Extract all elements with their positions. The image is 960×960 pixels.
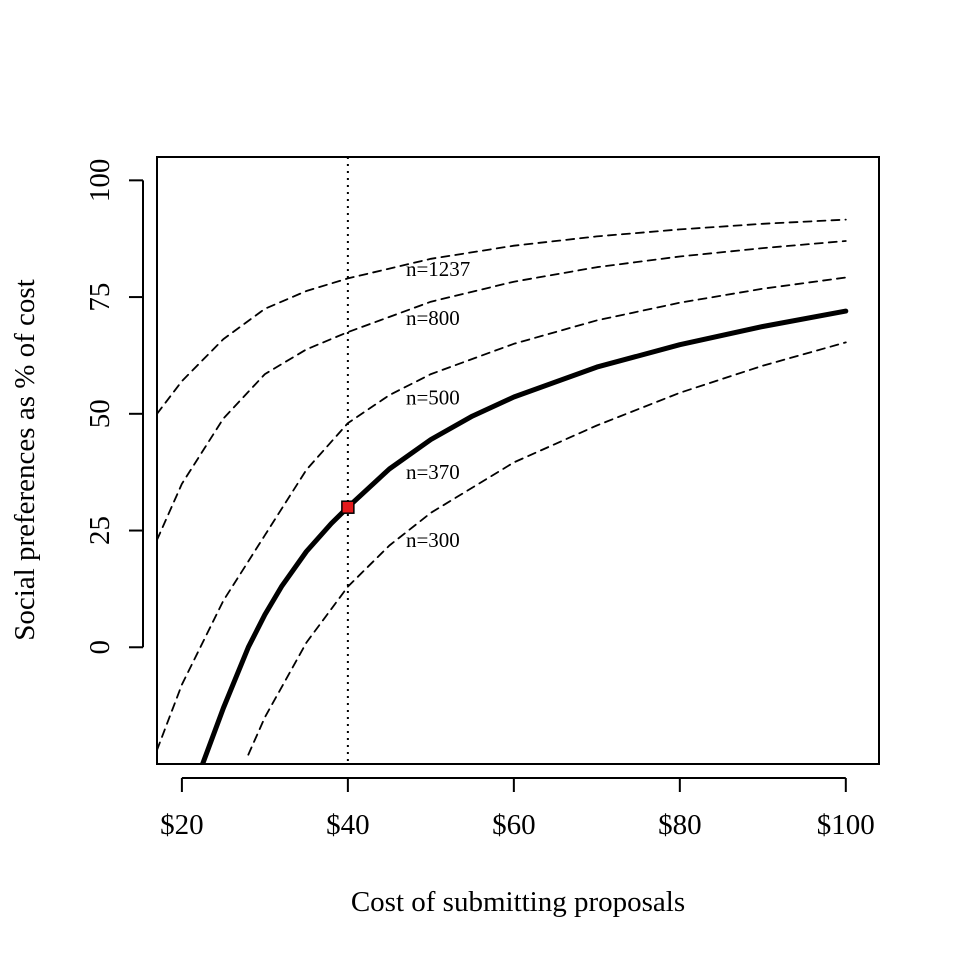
x-tick-label: $100: [817, 809, 875, 841]
x-tick-label: $20: [160, 809, 204, 841]
series-line-n1237: [157, 218, 847, 415]
series-label: n=500: [406, 385, 460, 409]
y-tick-label: 75: [84, 283, 116, 312]
y-tick-label: 100: [84, 159, 116, 203]
series-line-n800: [157, 240, 847, 541]
x-axis-title: Cost of submitting proposals: [351, 886, 685, 918]
y-tick-label: 25: [84, 516, 116, 545]
series-label: n=800: [406, 306, 460, 330]
series-line-n370: [200, 308, 849, 764]
highlight-point-marker: [341, 500, 355, 514]
x-tick-label: $60: [492, 809, 536, 841]
y-axis: 0 25 50 75 100: [84, 159, 144, 655]
x-tick-label: $80: [658, 809, 702, 841]
series-label-layer: n=1237 n=800 n=500 n=370 n=300: [406, 257, 470, 552]
series-label: n=1237: [406, 257, 470, 281]
y-axis-title: Social preferences as % of cost: [9, 279, 41, 641]
series-line-n300: [247, 341, 847, 756]
series-label: n=370: [406, 460, 460, 484]
series-label: n=300: [406, 528, 460, 552]
series-layer: [157, 157, 849, 764]
y-tick-label: 0: [84, 640, 116, 655]
y-tick-label: 50: [84, 399, 116, 428]
plot-frame: [156, 156, 880, 765]
series-line-n500: [157, 276, 847, 751]
x-axis: $20 $40 $60 $80 $100: [160, 777, 875, 841]
x-tick-label: $40: [326, 809, 370, 841]
